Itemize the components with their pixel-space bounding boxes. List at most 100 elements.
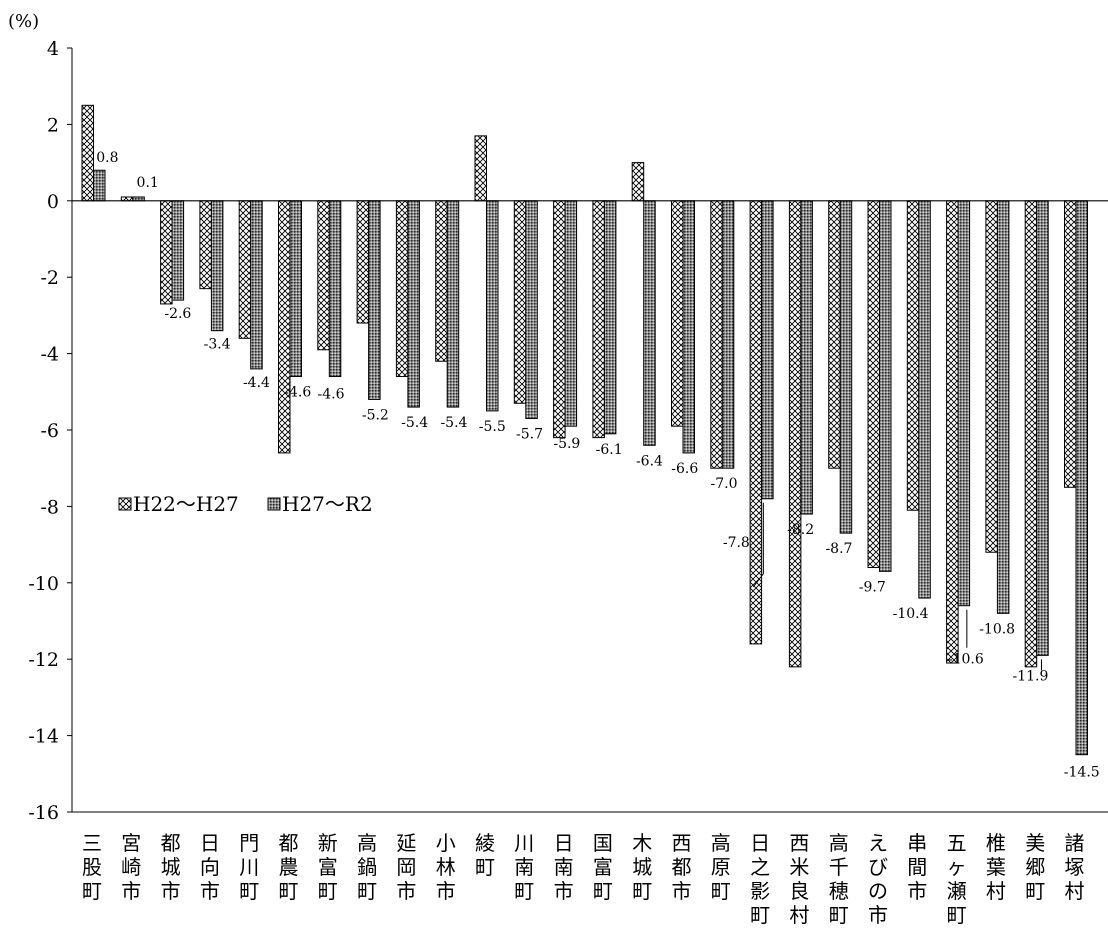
category-label: 門川町 xyxy=(239,831,259,903)
bar-h22-h27 xyxy=(81,104,94,202)
data-label: 0.8 xyxy=(96,150,118,166)
bar-h27-r2 xyxy=(682,200,695,454)
category-label: 新富町 xyxy=(318,831,338,903)
data-label: -4.6 xyxy=(284,385,311,401)
series-h27-r2-bars xyxy=(93,169,1088,756)
category-labels: 三股町宮崎市都城市日向市門川町都農町新富町高鍋町延岡市小林市綾町川南町日南市国富… xyxy=(82,831,1085,927)
bar-h27-r2 xyxy=(721,200,735,469)
bar-h22-h27 xyxy=(788,200,802,668)
bar-h27-r2 xyxy=(525,200,538,420)
bar-h27-r2 xyxy=(93,169,106,202)
bar-h27-r2 xyxy=(486,200,499,412)
bar-h22-h27 xyxy=(160,200,173,305)
category-label: 国富町 xyxy=(593,831,613,903)
y-tick-label: -6 xyxy=(40,420,59,442)
bar-h22-h27 xyxy=(985,200,998,553)
bar-h27-r2 xyxy=(250,200,263,370)
y-tick-label: 4 xyxy=(47,38,59,60)
bar-h27-r2 xyxy=(996,200,1010,614)
data-label: -5.4 xyxy=(401,415,428,431)
bar-h27-r2 xyxy=(328,200,342,378)
data-label: -8.7 xyxy=(825,541,852,557)
bar-h22-h27 xyxy=(474,135,487,202)
bar-h27-r2 xyxy=(210,200,224,332)
data-label: 0.1 xyxy=(137,175,159,191)
data-label: -11.9 xyxy=(1012,668,1048,684)
bar-h22-h27 xyxy=(828,200,841,469)
legend-swatch-h27-r2 xyxy=(267,497,281,511)
bar-h27-r2 xyxy=(446,200,460,408)
category-label: 美郷町 xyxy=(1025,831,1045,903)
bar-h22-h27 xyxy=(1064,200,1077,488)
category-label: 日向市 xyxy=(200,831,220,903)
category-label: 高鍋町 xyxy=(357,831,377,903)
category-label: 川南町 xyxy=(514,831,534,903)
category-label: 五ヶ瀬町 xyxy=(947,831,967,927)
legend: H22～H27 H27～R2 xyxy=(118,492,373,516)
bar-h22-h27 xyxy=(395,200,409,378)
legend-label-h27-r2: H27～R2 xyxy=(282,492,373,516)
series-h22-h27-bars xyxy=(81,104,1077,668)
category-label: 延岡市 xyxy=(396,831,416,903)
bar-h22-h27 xyxy=(513,200,527,404)
data-label: -6.6 xyxy=(671,461,698,477)
data-label: -4.4 xyxy=(243,375,270,391)
bar-h27-r2 xyxy=(1075,200,1088,756)
category-label: 宮崎市 xyxy=(121,831,141,903)
bar-h27-r2 xyxy=(564,200,578,427)
y-tick-label: -14 xyxy=(28,726,59,748)
bar-h22-h27 xyxy=(710,200,723,469)
y-axis: 4 2 0 -2 -4 -6 -8 -10 -12 -14 -16 xyxy=(28,38,1108,824)
bar-h22-h27 xyxy=(238,200,252,339)
bar-h22-h27 xyxy=(356,200,370,324)
category-label: 西米良村 xyxy=(789,831,809,927)
y-unit-label: (%) xyxy=(8,11,39,32)
data-label: -10.6 xyxy=(948,652,984,668)
data-label: -7.0 xyxy=(711,476,738,492)
y-tick-label: 0 xyxy=(47,191,59,213)
y-tick-label: -8 xyxy=(40,496,59,518)
data-label: -6.4 xyxy=(636,453,663,469)
data-label: -3.4 xyxy=(204,337,231,353)
y-tick-label: -4 xyxy=(40,344,59,366)
data-label: -5.9 xyxy=(553,436,580,452)
data-label: -5.4 xyxy=(440,415,467,431)
category-label: 日之影町 xyxy=(750,831,770,927)
data-label: -4.6 xyxy=(318,387,345,403)
bar-h27-r2 xyxy=(643,200,656,446)
bar-h27-r2 xyxy=(957,200,971,607)
bar-h27-r2 xyxy=(289,200,302,378)
bar-h22-h27 xyxy=(946,200,959,664)
bar-h27-r2 xyxy=(800,200,813,515)
y-tick-label: -2 xyxy=(40,267,59,289)
legend-label-h22-h27: H22～H27 xyxy=(133,492,239,516)
data-label: -10.4 xyxy=(893,606,929,622)
category-label: 綾町 xyxy=(475,831,495,879)
y-tick-label: -12 xyxy=(28,649,59,671)
category-label: 椎葉村 xyxy=(986,831,1006,903)
data-label: -14.5 xyxy=(1064,765,1100,781)
data-label: -5.5 xyxy=(479,419,506,435)
category-label: 串間市 xyxy=(907,831,927,903)
category-label: 都農町 xyxy=(279,831,299,903)
bar-h22-h27 xyxy=(906,200,920,511)
bar-h22-h27 xyxy=(199,200,212,290)
bar-h22-h27 xyxy=(317,200,330,351)
data-labels: 0.8 0.1 -2.6 -3.4 -4.4 -4.6 -4.6 -5.2 -5.4 -5.4 -5… xyxy=(96,150,1099,780)
bar-h27-r2 xyxy=(879,200,892,572)
bar-h27-r2 xyxy=(407,200,420,408)
bar-h27-r2 xyxy=(839,200,853,534)
data-label: -9.7 xyxy=(859,579,886,595)
category-label: 三股町 xyxy=(82,831,102,903)
y-tick-label: -16 xyxy=(28,802,59,824)
category-label: えびの市 xyxy=(868,831,888,927)
data-label: -2.6 xyxy=(164,306,191,322)
data-label: -5.2 xyxy=(362,407,389,423)
category-label: 諸塚村 xyxy=(1065,831,1085,903)
bar-h22-h27 xyxy=(749,200,763,645)
data-label: -8.2 xyxy=(787,522,814,538)
bar-h22-h27 xyxy=(671,200,684,427)
data-label: -10.8 xyxy=(979,621,1015,637)
bar-h22-h27 xyxy=(1024,200,1038,668)
